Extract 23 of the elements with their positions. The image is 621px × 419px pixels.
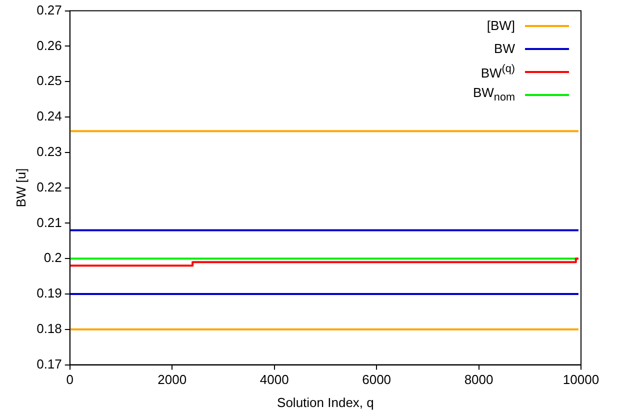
y-tick-label: 0.2 [44,250,62,266]
x-tick-label: 10000 [562,372,600,388]
legend-label: BW$^{(q)}$ [480,62,515,80]
y-tick-label: 0.17 [36,356,62,372]
x-tick-label: 6000 [362,372,392,388]
y-tick-label: 0.18 [36,320,62,336]
y-tick-label: 0.19 [36,286,62,301]
x-tick-label: 4000 [260,372,289,388]
x-tick-label: 2000 [158,372,187,388]
y-tick-label: 0.25 [36,73,62,88]
y-axis-title: BW [u] [13,168,28,208]
y-tick-label: 0.23 [36,144,62,159]
y-tick-label: 0.26 [36,38,62,53]
x-tick-label: 8000 [464,372,494,388]
legend-label: [BW] [486,18,515,33]
x-tick-label: 0 [66,372,74,388]
y-tick-label: 0.24 [36,108,62,124]
y-tick-label: 0.22 [36,179,62,194]
x-axis-title: Solution Index, q [277,394,374,410]
y-tick-label: 0.27 [36,2,62,18]
legend-label: BW [494,41,515,56]
y-tick-label: 0.21 [36,214,62,230]
legend-label: BW$_{nom}$ [472,85,515,104]
